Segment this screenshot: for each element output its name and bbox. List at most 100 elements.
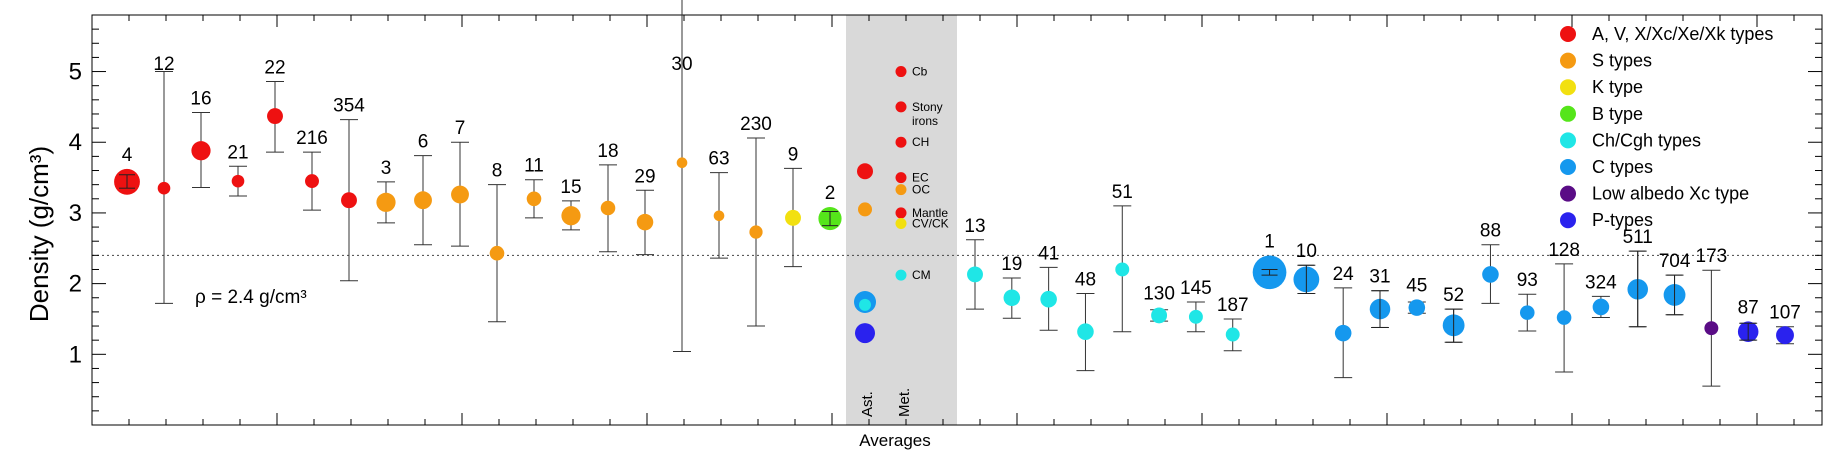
data-marker <box>1776 326 1794 345</box>
data-marker <box>1003 289 1021 307</box>
data-marker <box>785 209 801 226</box>
asteroid-label: 130 <box>1143 283 1175 304</box>
legend-label: C types <box>1592 157 1653 177</box>
asteroid-point: 51 <box>1112 182 1133 333</box>
data-marker <box>414 191 432 210</box>
asteroid-label: 511 <box>1623 227 1653 248</box>
asteroid-point: 45 <box>1406 275 1427 316</box>
asteroid-label: 88 <box>1480 221 1501 242</box>
ref-line-label: ρ = 2.4 g/cm³ <box>195 287 307 308</box>
meteorite-marker <box>895 207 907 219</box>
asteroid-point: 30 <box>671 0 693 352</box>
data-marker <box>341 192 357 209</box>
asteroid-point: 13 <box>964 216 986 310</box>
legend-marker <box>1560 159 1576 175</box>
data-marker <box>526 191 542 207</box>
legend-entry: S types <box>1560 51 1652 71</box>
average-asteroid-marker <box>858 202 872 217</box>
asteroid-point: 145 <box>1180 278 1212 333</box>
asteroid-label: 29 <box>634 166 655 187</box>
legend-marker <box>1560 26 1576 42</box>
asteroid-label: 51 <box>1112 182 1133 203</box>
asteroid-label: 24 <box>1333 264 1355 285</box>
y-tick-label: 3 <box>69 200 82 227</box>
legend-entry: B type <box>1560 104 1643 124</box>
legend-label: Low albedo Xc type <box>1592 184 1749 204</box>
asteroid-label: 8 <box>492 161 503 182</box>
data-marker <box>489 245 505 261</box>
asteroid-label: 173 <box>1696 246 1728 267</box>
meteorite-label: Mantle <box>912 206 948 220</box>
asteroid-point: 324 <box>1585 272 1617 319</box>
asteroid-label: 16 <box>190 89 211 110</box>
asteroid-point: 704 <box>1659 251 1691 316</box>
asteroid-point: 187 <box>1217 295 1249 352</box>
meteorite-label: CM <box>912 268 931 282</box>
asteroid-point: 22 <box>264 57 286 153</box>
legend-label: A, V, X/Xc/Xe/Xk types <box>1592 24 1773 44</box>
meteorite-label: OC <box>912 183 930 197</box>
data-marker <box>561 206 581 226</box>
asteroid-point: 10 <box>1293 241 1320 295</box>
data-marker <box>191 141 211 161</box>
data-marker <box>600 200 616 216</box>
asteroid-point: 24 <box>1333 264 1355 379</box>
asteroid-label: 2 <box>825 183 836 204</box>
asteroid-point: 63 <box>708 149 730 259</box>
asteroid-point: 2 <box>818 183 842 231</box>
asteroid-label: 63 <box>708 149 729 170</box>
asteroid-point: 1 <box>1252 231 1287 290</box>
asteroid-point: 31 <box>1369 267 1391 328</box>
asteroid-point: 87 <box>1738 297 1759 342</box>
asteroid-label: 93 <box>1517 270 1538 291</box>
asteroid-label: 128 <box>1548 240 1580 261</box>
y-tick-label: 4 <box>69 129 82 156</box>
asteroid-point: 8 <box>488 161 506 323</box>
asteroid-point: 15 <box>560 177 582 231</box>
legend-label: S types <box>1592 51 1652 71</box>
asteroid-label: 704 <box>1659 251 1691 272</box>
legend-marker <box>1560 132 1576 149</box>
asteroid-point: 216 <box>296 128 328 211</box>
legend-label: P-types <box>1592 210 1653 230</box>
asteroid-label: 230 <box>740 114 772 135</box>
data-marker <box>1519 305 1535 320</box>
asteroid-label: 21 <box>227 142 248 163</box>
meteorite-marker <box>895 269 907 281</box>
asteroid-label: 6 <box>418 132 429 153</box>
data-marker <box>451 185 469 204</box>
asteroid-point: 6 <box>414 132 432 246</box>
data-marker <box>749 225 763 239</box>
legend-marker <box>1560 52 1576 69</box>
x-axis-label: Averages <box>859 431 931 450</box>
asteroid-point: 12 <box>153 54 175 304</box>
asteroid-point: 4 <box>114 145 140 195</box>
asteroid-label: 22 <box>264 57 285 78</box>
data-marker <box>1115 262 1130 277</box>
asteroid-label: 1 <box>1264 231 1275 252</box>
meteorite-marker <box>895 184 907 196</box>
asteroid-label: 19 <box>1001 254 1022 275</box>
asteroid-label: 11 <box>524 156 544 177</box>
asteroid-point: 16 <box>190 89 212 188</box>
asteroid-point: 173 <box>1696 246 1728 387</box>
asteroid-label: 187 <box>1217 295 1249 316</box>
data-marker <box>1040 290 1057 308</box>
asteroid-label: 31 <box>1369 267 1390 288</box>
legend-label: Ch/Cgh types <box>1592 130 1701 150</box>
asteroid-point: 18 <box>597 141 619 253</box>
asteroid-label: 18 <box>597 141 618 162</box>
asteroid-label: 30 <box>671 54 692 75</box>
legend-entry: K type <box>1560 77 1643 97</box>
meteorite-label: EC <box>912 171 929 185</box>
legend-marker <box>1560 79 1576 96</box>
asteroid-point: 130 <box>1143 283 1175 324</box>
asteroid-point: 9 <box>784 144 802 268</box>
asteroid-label: 48 <box>1075 270 1096 291</box>
data-marker <box>1556 310 1572 325</box>
data-marker <box>676 157 688 169</box>
